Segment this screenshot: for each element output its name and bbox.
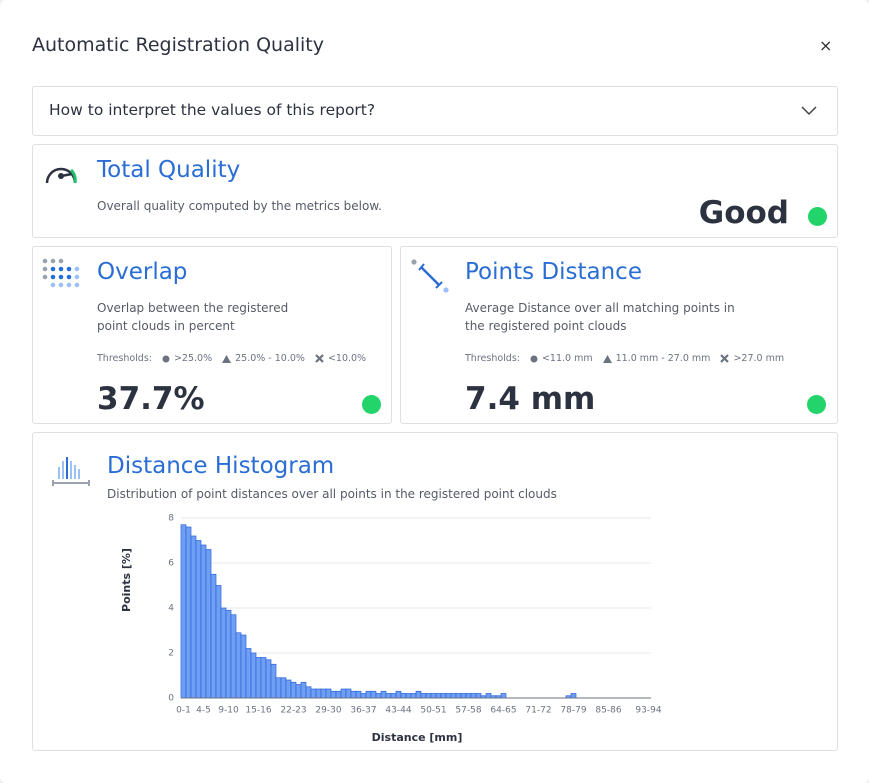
thresholds-label: Thresholds:: [465, 353, 520, 364]
threshold: >27.0 mm: [733, 353, 785, 364]
accordion[interactable]: How to interpret the values of this repo…: [32, 86, 838, 136]
threshold: <11.0 mm: [541, 353, 593, 364]
card-title: Distance Histogram: [107, 453, 335, 479]
threshold: <10.0%: [327, 353, 367, 364]
close-button[interactable]: ×: [819, 36, 833, 55]
thresholds: Thresholds: <11.0 mm 11.0 mm - 27.0 mm >…: [465, 353, 784, 364]
histogram-icon: [52, 457, 90, 486]
card-description: Overall quality computed by the metrics …: [97, 199, 382, 213]
card-title: Overlap: [97, 259, 188, 285]
threshold: 11.0 mm - 27.0 mm: [615, 353, 711, 364]
accordion-label: How to interpret the values of this repo…: [49, 101, 376, 119]
thresholds: Thresholds: >25.0% 25.0% - 10.0% <10.0%: [97, 353, 366, 364]
thresholds-label: Thresholds:: [97, 353, 152, 364]
status-dot: [807, 395, 826, 414]
histogram-card: Distance Histogram Distribution of point…: [32, 432, 838, 751]
points-distance-card: Points Distance Average Distance over al…: [400, 246, 838, 424]
overlap-icon: [42, 258, 80, 288]
triangle-icon: [602, 354, 612, 363]
dialog-title: Automatic Registration Quality: [32, 34, 324, 56]
status-dot: [362, 395, 381, 414]
metric-value: 7.4 mm: [465, 381, 596, 417]
card-description: Distribution of point distances over all…: [107, 487, 557, 501]
distance-icon: [411, 259, 449, 293]
circle-icon: [530, 355, 538, 362]
card-description: Overlap between the registered point clo…: [97, 301, 289, 333]
metric-value: 37.7%: [97, 381, 205, 417]
threshold: >25.0%: [173, 353, 213, 364]
circle-icon: [162, 355, 170, 362]
quality-value: Good: [698, 195, 789, 231]
gauge-icon: [45, 167, 77, 184]
cross-icon: [720, 354, 730, 363]
card-title: Total Quality: [97, 157, 241, 183]
overlap-card: Overlap Overlap between the registered p…: [32, 246, 392, 424]
threshold: 25.0% - 10.0%: [235, 353, 305, 364]
chevron: [801, 106, 817, 116]
card-description: Average Distance over all matching point…: [465, 301, 735, 333]
cross-icon: [315, 354, 324, 363]
card-title: Points Distance: [465, 259, 642, 285]
total-quality-card: Total Quality Overall quality computed b…: [32, 144, 838, 238]
triangle-icon: [222, 354, 232, 363]
status-dot: [808, 207, 827, 226]
